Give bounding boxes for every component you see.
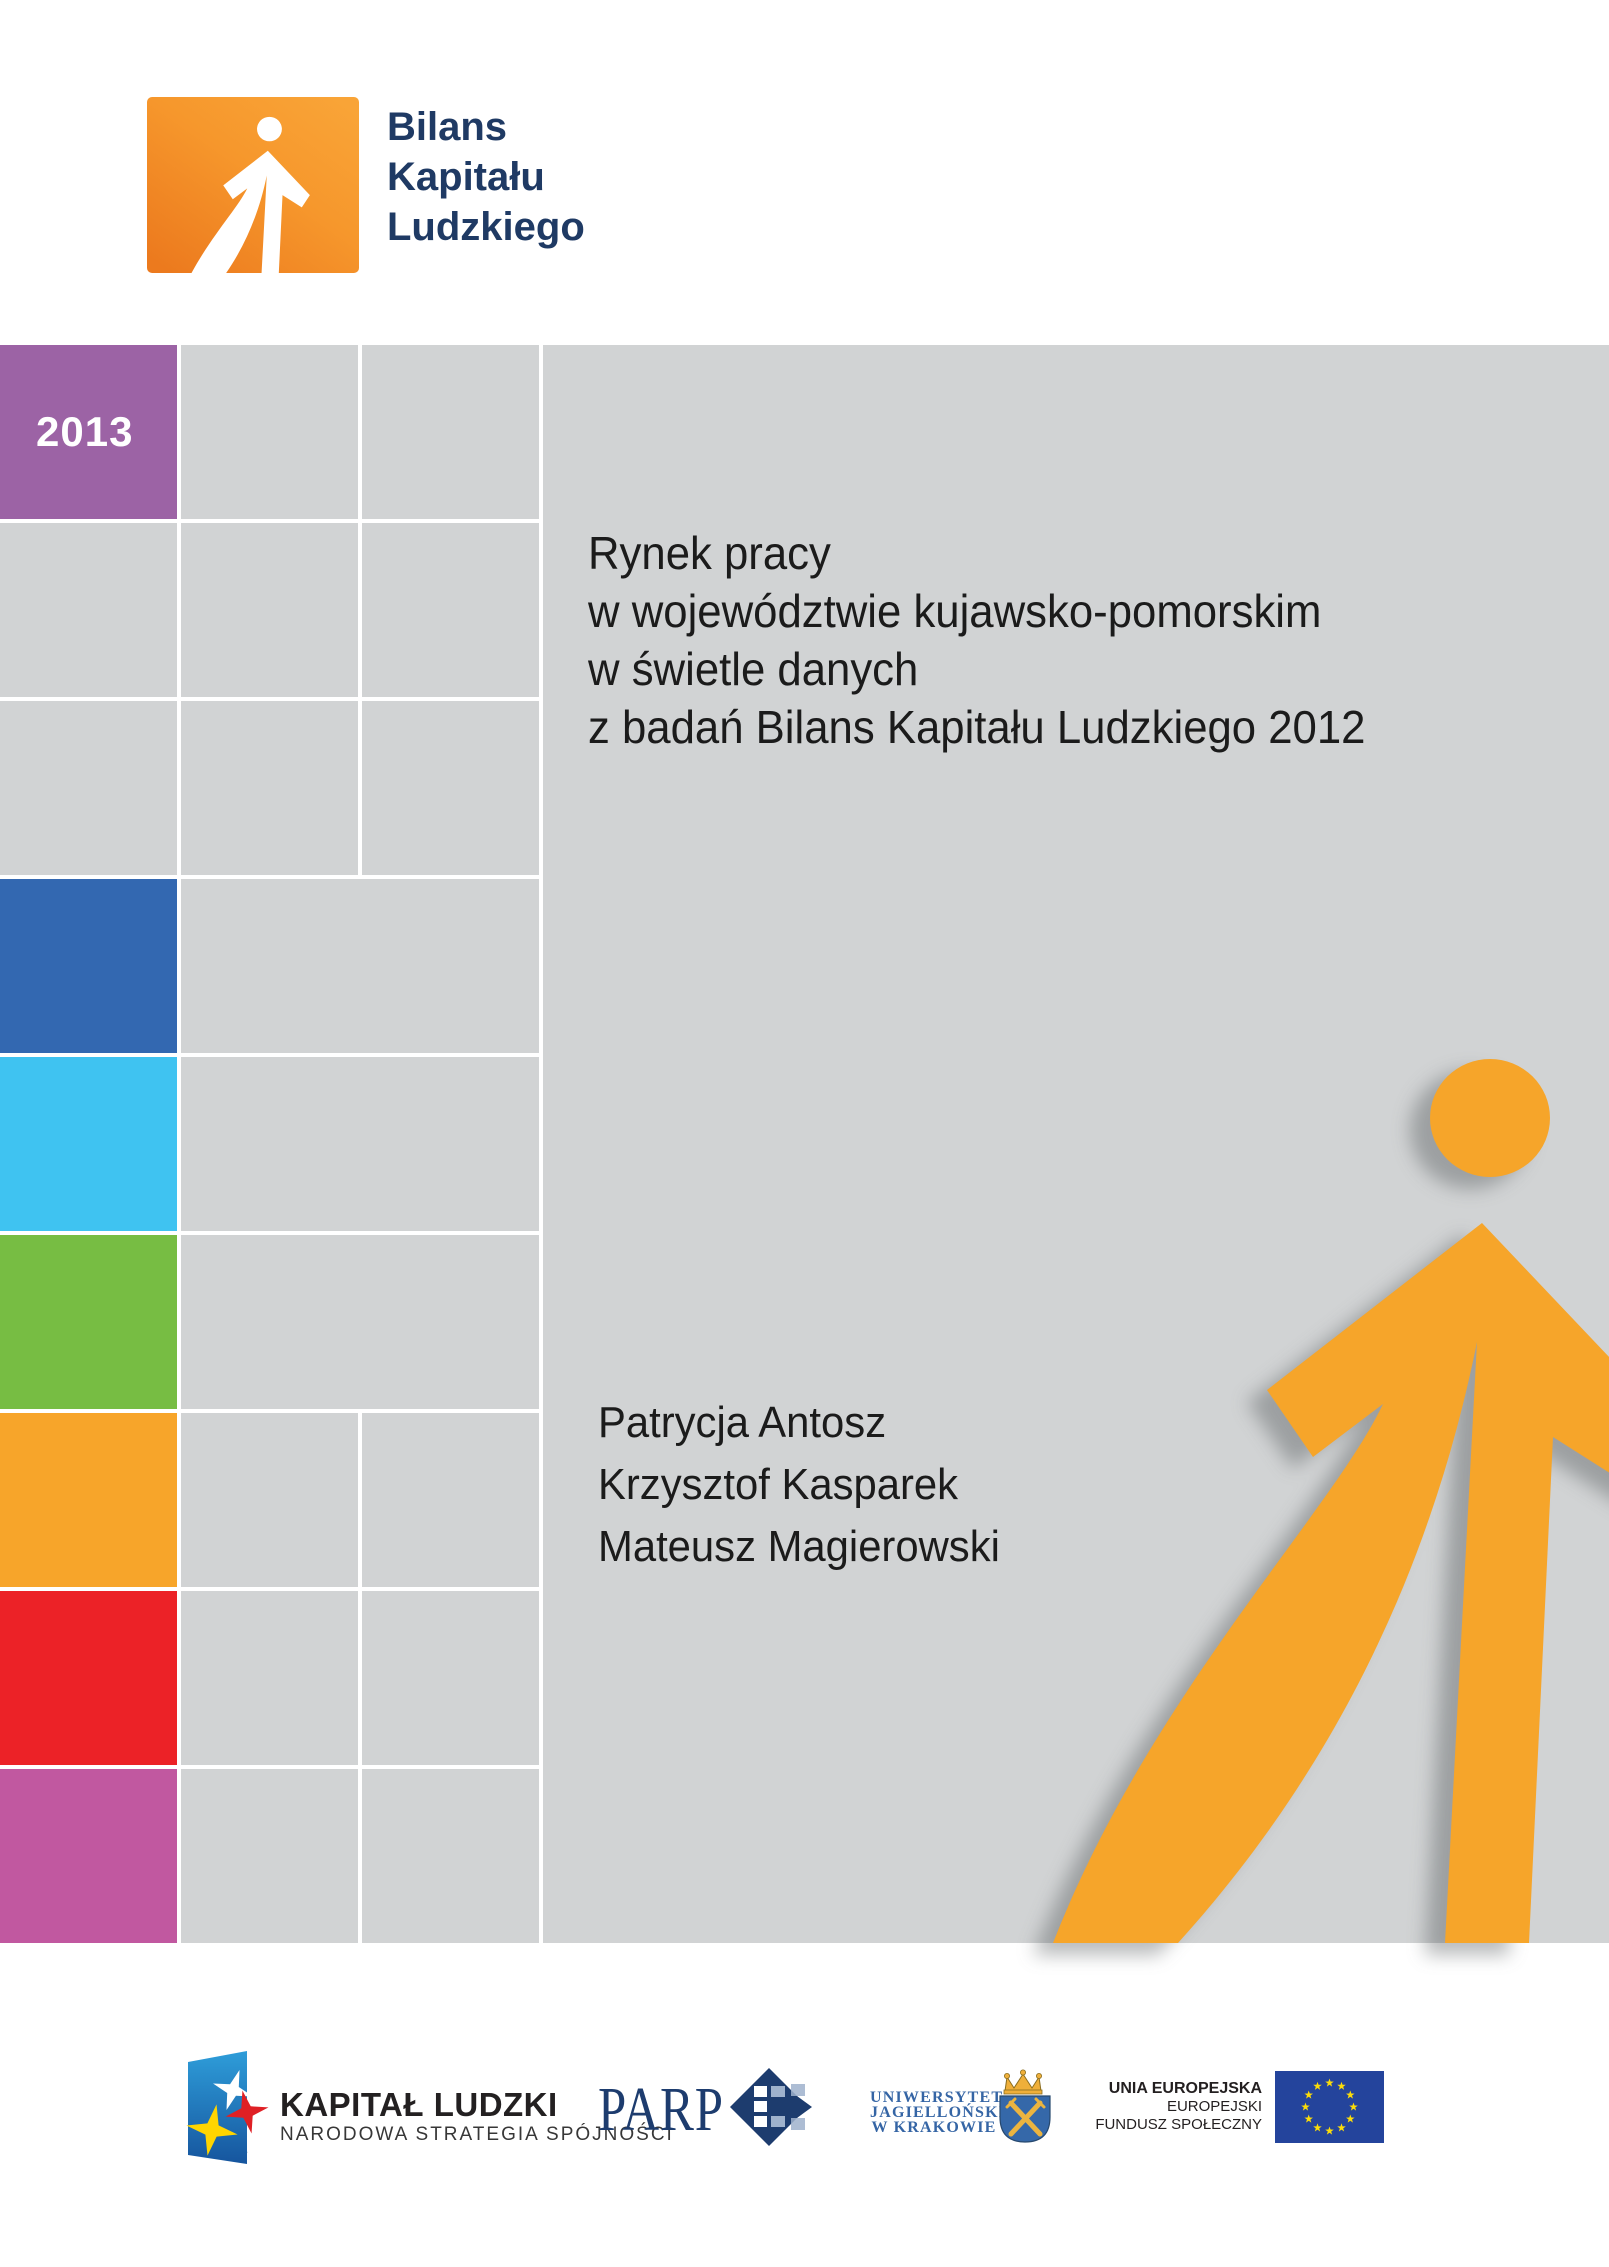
gray-tile <box>362 701 539 875</box>
red-tile <box>0 1591 177 1765</box>
main-panel <box>543 345 1609 1943</box>
report-title-line: w świetle danych <box>588 643 919 695</box>
cover-mosaic-grid: 2013 <box>0 345 1609 1943</box>
gray-tile <box>362 345 539 519</box>
gray-tile <box>181 701 358 875</box>
uj-crest-icon <box>999 2069 1051 2143</box>
author-name: Mateusz Magierowski <box>598 1522 1000 1571</box>
bkl-logo <box>147 97 359 273</box>
author-name: Patrycja Antosz <box>598 1398 887 1447</box>
bkl-logo-wordmark: Bilans Kapitału Ludzkiego <box>387 97 585 273</box>
eu-label-line: EUROPEJSKI <box>1166 2098 1262 2115</box>
blue-tile <box>0 879 177 1053</box>
authors-list: Patrycja Antosz Krzysztof Kasparek Mateu… <box>598 1392 1000 1578</box>
kapital-ludzki-label: KAPITAŁ LUDZKI NARODOWA STRATEGIA SPÓJNO… <box>280 2088 674 2148</box>
report-title: Rynek pracy w województwie kujawsko-pomo… <box>588 524 1365 756</box>
report-title-line: Rynek pracy <box>588 527 831 579</box>
cyan-tile <box>0 1057 177 1231</box>
bkl-logo-line: Ludzkiego <box>387 205 585 249</box>
eu-label-line: FUNDUSZ SPOŁECZNY <box>1095 2116 1262 2133</box>
uj-label: UNIWERSYTET JAGIELLOŃSKI W KRAKOWIE <box>870 2089 1007 2136</box>
gray-tile <box>181 345 358 519</box>
gray-tile-wide <box>181 1235 539 1409</box>
gray-tile <box>181 1769 358 1943</box>
kapital-ludzki-flag-icon <box>186 2051 269 2164</box>
gray-tile <box>362 1769 539 1943</box>
green-tile <box>0 1235 177 1409</box>
uj-label-line: W KRAKOWIE <box>871 2119 997 2136</box>
kapital-ludzki-subtitle: NARODOWA STRATEGIA SPÓJNOŚCI <box>280 2124 674 2145</box>
person-figure-icon <box>1053 1059 1609 1943</box>
gray-tile <box>181 1413 358 1587</box>
gray-tile <box>362 523 539 697</box>
gray-tile <box>362 1413 539 1587</box>
gray-tile <box>0 701 177 875</box>
bkl-logo-line: Kapitału <box>387 155 545 199</box>
kapital-ludzki-title: KAPITAŁ LUDZKI <box>280 2086 558 2123</box>
report-title-line: z badań Bilans Kapitału Ludzkiego 2012 <box>588 701 1366 753</box>
bkl-brand-header: Bilans Kapitału Ludzkiego <box>147 97 585 273</box>
orange-tile <box>0 1413 177 1587</box>
author-name: Krzysztof Kasparek <box>598 1460 959 1509</box>
year-label: 2013 <box>36 408 134 455</box>
year-tile: 2013 <box>0 345 177 519</box>
magenta-tile <box>0 1769 177 1943</box>
gray-tile <box>181 1591 358 1765</box>
gray-tile-wide <box>181 879 539 1053</box>
report-title-line: w województwie kujawsko-pomorskim <box>588 585 1322 637</box>
parp-wordmark: PARP <box>598 2076 724 2144</box>
bkl-logo-line: Bilans <box>387 105 508 149</box>
uj-label-line: JAGIELLOŃSKI <box>870 2104 1007 2121</box>
uj-label-line: UNIWERSYTET <box>870 2089 1004 2106</box>
eu-label-line: UNIA EUROPEJSKA <box>1108 2080 1262 2097</box>
eu-flag-icon <box>1275 2071 1384 2143</box>
gray-tile-wide <box>181 1057 539 1231</box>
person-icon <box>178 116 310 273</box>
gray-tile <box>362 1591 539 1765</box>
gray-tile <box>181 523 358 697</box>
gray-tile <box>0 523 177 697</box>
eu-label: UNIA EUROPEJSKA EUROPEJSKI FUNDUSZ SPOŁE… <box>1072 2080 1262 2134</box>
parp-logo-icon <box>730 2068 812 2146</box>
